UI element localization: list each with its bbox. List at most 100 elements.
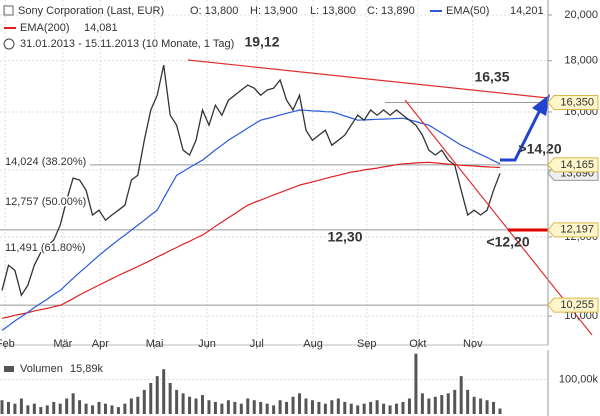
- x-tick-label: Okt: [409, 338, 426, 350]
- volume-bar: [200, 395, 204, 414]
- volume-bar: [194, 398, 198, 414]
- ema-line: [1, 109, 501, 331]
- volume-bar: [323, 403, 327, 414]
- trendline: [404, 99, 593, 336]
- volume-bar: [265, 403, 269, 414]
- volume-bar: [272, 405, 276, 414]
- y-tick-label: 18,000: [564, 55, 598, 67]
- volume-bar: [91, 405, 95, 414]
- volume-bar: [479, 398, 483, 414]
- volume-bar: [388, 405, 392, 414]
- volume-bar: [349, 403, 353, 414]
- x-tick-label: Jul: [250, 338, 264, 350]
- y-tick-label: 10,000: [564, 310, 598, 322]
- volume-bar: [498, 408, 502, 414]
- volume-bar: [19, 398, 23, 414]
- volume-bar: [485, 400, 489, 414]
- ema-line: [1, 161, 501, 319]
- level-box: [547, 297, 599, 313]
- volume-bar: [0, 400, 4, 414]
- volume-bar: [226, 400, 230, 414]
- trendlines: [187, 59, 593, 336]
- volume-bar: [45, 405, 49, 414]
- volume-bar: [459, 376, 463, 414]
- volume-bar: [330, 400, 334, 414]
- level-box-label: 16,350: [560, 96, 594, 108]
- volume-bar: [155, 376, 159, 414]
- x-tick-label: Nov: [463, 338, 483, 350]
- volume-bar: [32, 403, 36, 414]
- x-tick-label: Mär: [53, 338, 72, 350]
- y-tick-label: 100,00k: [559, 373, 599, 385]
- x-tick-label: Mai: [146, 338, 164, 350]
- header: Sony Corporation (Last, EUR) O: 13,800 H…: [3, 5, 544, 50]
- volume-bar: [259, 401, 263, 414]
- volume-bar: [175, 389, 179, 414]
- volume-bar: [407, 398, 411, 414]
- volume-bar: [142, 389, 146, 414]
- volume-bar: [356, 405, 360, 414]
- volume-bar: [304, 398, 308, 414]
- volume-bar: [168, 383, 172, 414]
- volume-bar: [343, 401, 347, 414]
- trendline: [187, 59, 549, 99]
- volume-bar: [110, 405, 114, 414]
- volume-bar: [440, 395, 444, 414]
- volume-bar: [39, 407, 43, 414]
- volume-bar: [123, 403, 127, 414]
- volume-bar: [103, 403, 107, 414]
- quote: O: 13,800: [190, 5, 238, 17]
- x-tick-label: Apr: [92, 338, 109, 350]
- volume-bar: [427, 398, 431, 414]
- volume-bar: [310, 400, 314, 414]
- price-line: [1, 64, 501, 297]
- volume-bar: [472, 396, 476, 414]
- volume-bar: [58, 403, 62, 414]
- volume-bar: [336, 398, 340, 414]
- volume-bar: [239, 403, 243, 414]
- level-box-label: 12,197: [560, 224, 594, 236]
- volume-bar: [97, 401, 101, 414]
- level-box: [547, 157, 599, 173]
- annotation: 12,30: [327, 229, 362, 245]
- quote: C: 13,890: [367, 5, 415, 17]
- level-box-label: 14,165: [560, 159, 594, 171]
- legend-value: 14,081: [84, 22, 118, 34]
- volume-bar: [246, 398, 250, 414]
- volume-bar: [414, 353, 418, 414]
- x-tick-label: Jun: [198, 338, 216, 350]
- volume-bar: [220, 403, 224, 414]
- volume-bar: [278, 400, 282, 414]
- fib-label: 11,491 (61.80%): [5, 242, 86, 254]
- volume-bar: [149, 383, 153, 414]
- volume-bar: [382, 403, 386, 414]
- volume-bar: [291, 396, 295, 414]
- volume-bar: [446, 393, 450, 414]
- legend-value: 14,201: [510, 5, 544, 17]
- arrow: [500, 109, 542, 162]
- volume-bar: [188, 396, 192, 414]
- annotation: >14,20: [518, 141, 561, 157]
- x-tick-label: Sep: [357, 338, 377, 350]
- volume-bar: [395, 403, 399, 414]
- volume-bar: [466, 389, 470, 414]
- volume-bar: [453, 389, 457, 414]
- y-tick-label: 20,000: [564, 9, 598, 21]
- annotation: <12,20: [486, 234, 529, 250]
- volume-bar: [420, 393, 424, 414]
- volume-bar: [129, 398, 133, 414]
- volume-bar: [84, 403, 88, 414]
- period: 31.01.2013 - 15.11.2013 (10 Monate, 1 Ta…: [20, 38, 234, 50]
- level-box-label: 10,255: [560, 299, 594, 311]
- volume-bar: [6, 401, 10, 414]
- legend-label: EMA(50): [446, 5, 489, 17]
- volume-value: 15,89k: [70, 363, 104, 375]
- fib-label: 12,757 (50.00%): [5, 196, 86, 208]
- volume-bar: [116, 407, 120, 414]
- volume-bar: [136, 396, 140, 414]
- volume-bar: [162, 369, 166, 414]
- icon: [3, 5, 14, 16]
- quote: L: 13,800: [310, 5, 356, 17]
- volume-bar: [433, 396, 437, 414]
- volume-bar: [252, 400, 256, 414]
